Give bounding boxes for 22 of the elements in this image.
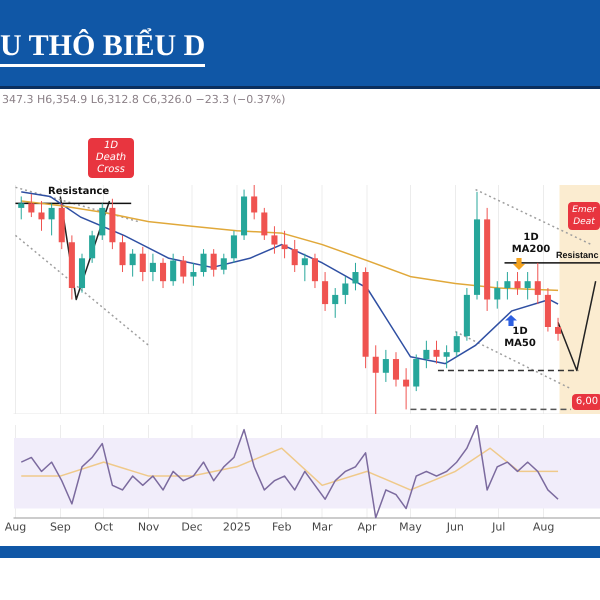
text: 347.3 H6,354.9 L6,312.8 C6,326.0 −23.3 (−0.37%) [2, 93, 286, 106]
x-tick-label: Apr [358, 520, 378, 534]
chart-title: U THÔ BIỂU D [0, 28, 206, 67]
x-tick-label: Sep [50, 520, 71, 534]
x-tick-label: 2025 [222, 520, 251, 534]
annotation: Emer Deat [568, 202, 600, 230]
x-tick-label: Jun [446, 520, 464, 534]
x-tick-label: Nov [138, 520, 160, 534]
x-tick-label: Jul [491, 520, 506, 534]
x-tick-label: Aug [532, 520, 554, 534]
x-tick-label: Aug [4, 520, 26, 534]
text: 1D Death Cross [88, 138, 134, 178]
x-tick-label: Mar [312, 520, 334, 534]
x-tick-label: May [399, 520, 422, 534]
annotation: Resistance [48, 186, 110, 198]
annotation: 1D MA50 [503, 326, 537, 350]
annotation: Resistanc [556, 249, 599, 261]
annotation: 1D MA200 [510, 232, 552, 256]
annotation: 6,00 [572, 394, 600, 410]
x-tick-label: Dec [181, 520, 203, 534]
x-tick-label: Feb [272, 520, 292, 534]
x-tick-label: Oct [94, 520, 114, 534]
